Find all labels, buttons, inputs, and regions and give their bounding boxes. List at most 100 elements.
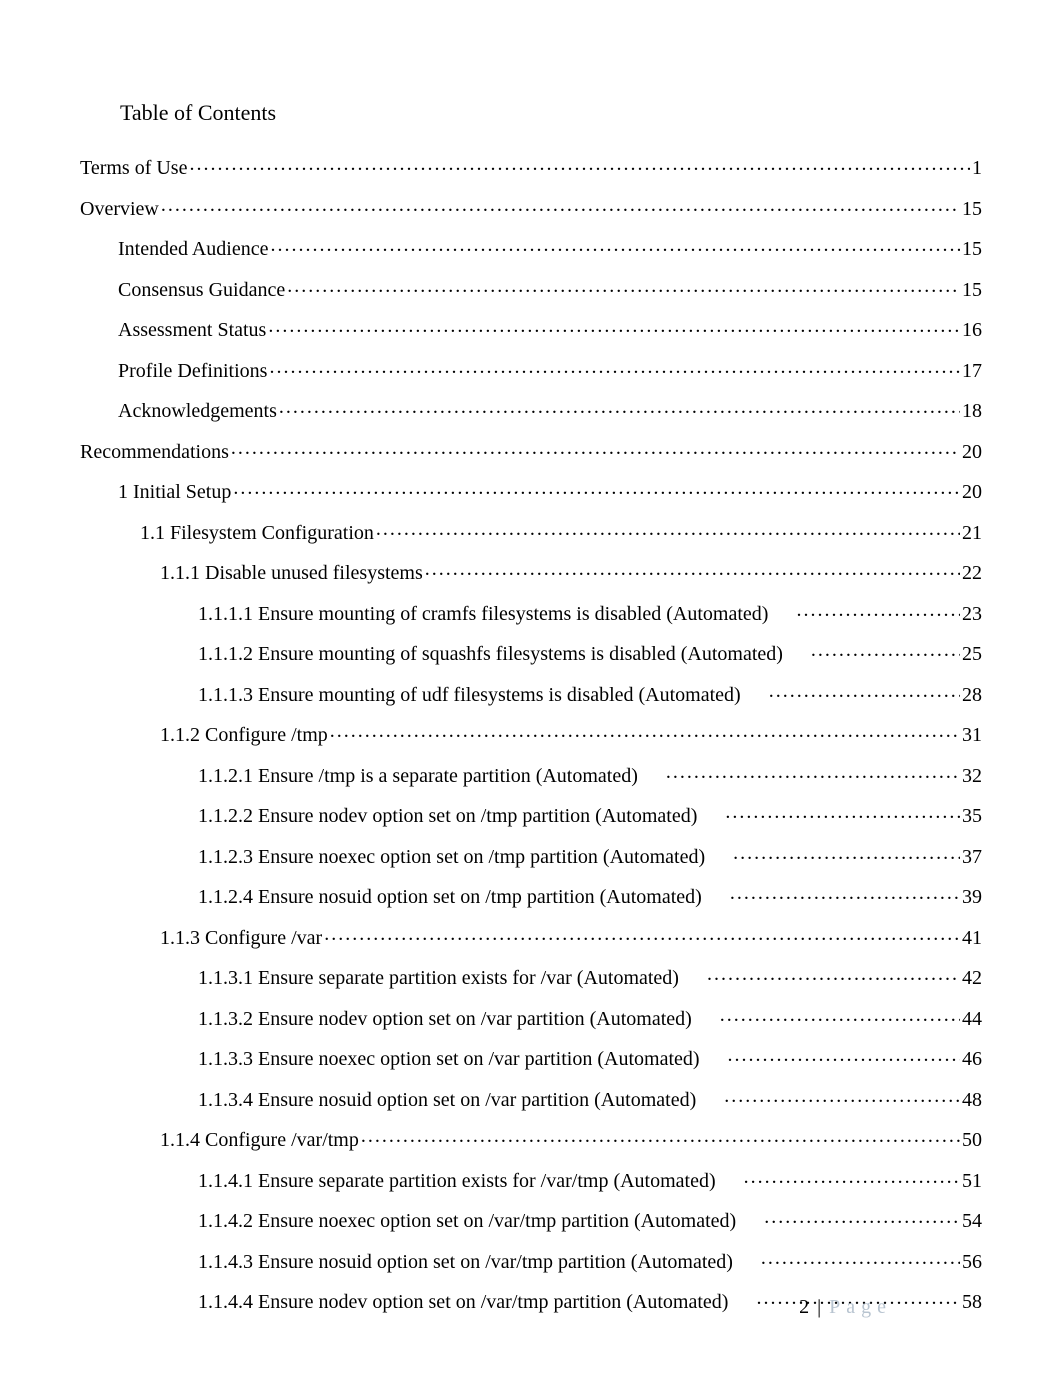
toc-entry: Profile Definitions 17	[80, 357, 982, 381]
toc-entry-label: 1.1.3.1 Ensure separate partition exists…	[198, 968, 679, 988]
toc-entry-page: 41	[962, 928, 982, 948]
toc-leader-dots	[376, 519, 960, 539]
page: Table of Contents Terms of Use 1 Overview1…	[0, 0, 1062, 1377]
toc-leader-dots	[330, 721, 960, 741]
toc-entry: 1.1.1.2 Ensure mounting of squashfs file…	[80, 640, 982, 664]
toc-entry-label: 1.1.3.2 Ensure nodev option set on /var …	[198, 1009, 692, 1029]
toc-entry: 1.1.1.1 Ensure mounting of cramfs filesy…	[80, 600, 982, 624]
toc-entry-label: 1.1.4.2 Ensure noexec option set on /var…	[198, 1211, 736, 1231]
toc-leader-dots	[189, 154, 970, 174]
toc-entry-page: 50	[962, 1130, 982, 1150]
toc-entry: 1.1.4.1 Ensure separate partition exists…	[80, 1167, 982, 1191]
footer-page-number: 2	[799, 1296, 809, 1318]
toc-leader-dots	[425, 559, 960, 579]
toc-entry-label: Acknowledgements	[118, 401, 277, 421]
footer-separator: |	[814, 1296, 824, 1318]
toc-entry-page: 20	[962, 482, 982, 502]
toc-entry-label: 1.1.4 Configure /var/tmp	[160, 1130, 359, 1150]
toc-leader-dots	[324, 924, 960, 944]
toc-leader-dots	[764, 1207, 960, 1227]
toc-leader-dots	[811, 640, 960, 660]
toc-entry-label: 1.1.2.4 Ensure nosuid option set on /tmp…	[198, 887, 702, 907]
toc-leader-dots	[161, 195, 960, 215]
toc-entry: 1 Initial Setup 20	[80, 478, 982, 502]
toc-entry-label: 1.1.4.3 Ensure nosuid option set on /var…	[198, 1252, 733, 1272]
toc-entry: Overview15	[80, 195, 982, 219]
toc-entry-page: 48	[962, 1090, 982, 1110]
toc-entry: 1.1.3 Configure /var41	[80, 924, 982, 948]
toc-entry-page: 42	[962, 968, 982, 988]
toc-entry-page: 15	[962, 199, 982, 219]
toc-entry-page: 37	[962, 847, 982, 867]
toc-entry-page: 44	[962, 1009, 982, 1029]
toc-entry-label: 1.1.3.3 Ensure noexec option set on /var…	[198, 1049, 700, 1069]
toc-leader-dots	[707, 964, 960, 984]
toc-entry: 1.1.2 Configure /tmp31	[80, 721, 982, 745]
toc-entry: 1.1.1 Disable unused filesystems 22	[80, 559, 982, 583]
toc-leader-dots	[361, 1126, 960, 1146]
toc-entry-label: 1.1.2.3 Ensure noexec option set on /tmp…	[198, 847, 705, 867]
toc-entry-page: 20	[962, 442, 982, 462]
toc-heading: Table of Contents	[80, 100, 982, 126]
toc-entry-page: 35	[962, 806, 982, 826]
toc-entry-page: 17	[962, 361, 982, 381]
toc-entry: Recommendations20	[80, 438, 982, 462]
toc-leader-dots	[730, 883, 960, 903]
toc-entry-label: 1 Initial Setup	[118, 482, 231, 502]
toc-entry: 1.1.4 Configure /var/tmp 50	[80, 1126, 982, 1150]
toc-entry-page: 32	[962, 766, 982, 786]
toc-entry: 1.1 Filesystem Configuration 21	[80, 519, 982, 543]
toc-leader-dots	[725, 802, 960, 822]
toc-entry: Intended Audience15	[80, 235, 982, 259]
toc-leader-dots	[271, 235, 961, 255]
toc-entry: Terms of Use 1	[80, 154, 982, 178]
toc-entry: Consensus Guidance 15	[80, 276, 982, 300]
toc-entry-label: Terms of Use	[80, 158, 187, 178]
toc-entry-label: 1.1.2.2 Ensure nodev option set on /tmp …	[198, 806, 697, 826]
toc-entry: 1.1.2.2 Ensure nodev option set on /tmp …	[80, 802, 982, 826]
toc-entry-page: 25	[962, 644, 982, 664]
toc-leader-dots	[269, 357, 960, 377]
toc-entry: 1.1.2.1 Ensure /tmp is a separate partit…	[80, 762, 982, 786]
footer-page-word: Page	[829, 1296, 892, 1318]
toc-entry-page: 21	[962, 523, 982, 543]
toc-leader-dots	[724, 1086, 960, 1106]
toc-entry: 1.1.2.4 Ensure nosuid option set on /tmp…	[80, 883, 982, 907]
toc-leader-dots	[233, 478, 960, 498]
toc-leader-dots	[761, 1248, 960, 1268]
toc-leader-dots	[744, 1167, 960, 1187]
toc-entry-page: 15	[962, 239, 982, 259]
toc-entry-page: 16	[962, 320, 982, 340]
toc-entry-label: 1.1.4.1 Ensure separate partition exists…	[198, 1171, 716, 1191]
toc-entry-label: Profile Definitions	[118, 361, 267, 381]
toc-entry-label: Assessment Status	[118, 320, 266, 340]
toc-leader-dots	[666, 762, 960, 782]
toc-leader-dots	[287, 276, 960, 296]
toc-entry-page: 51	[962, 1171, 982, 1191]
toc-entry-page: 58	[962, 1292, 982, 1312]
toc-entry: 1.1.2.3 Ensure noexec option set on /tmp…	[80, 843, 982, 867]
toc-leader-dots	[796, 600, 960, 620]
toc-leader-dots	[268, 316, 960, 336]
toc-entry: 1.1.4.2 Ensure noexec option set on /var…	[80, 1207, 982, 1231]
toc-entry-label: 1.1.2.1 Ensure /tmp is a separate partit…	[198, 766, 638, 786]
toc-entry: 1.1.3.1 Ensure separate partition exists…	[80, 964, 982, 988]
toc-entry-label: Consensus Guidance	[118, 280, 285, 300]
toc-leader-dots	[733, 843, 960, 863]
toc-entry-label: 1.1 Filesystem Configuration	[140, 523, 374, 543]
toc-entry-page: 15	[962, 280, 982, 300]
toc-entry-page: 46	[962, 1049, 982, 1069]
toc-leader-dots	[231, 438, 960, 458]
toc-entry-page: 23	[962, 604, 982, 624]
toc-entry-page: 54	[962, 1211, 982, 1231]
toc-entry-page: 22	[962, 563, 982, 583]
toc-entry-page: 1	[972, 158, 982, 178]
toc-leader-dots	[769, 681, 960, 701]
toc-entry-label: 1.1.1.3 Ensure mounting of udf filesyste…	[198, 685, 741, 705]
toc-entry-page: 28	[962, 685, 982, 705]
toc-leader-dots	[728, 1045, 960, 1065]
toc-entry-label: 1.1.1 Disable unused filesystems	[160, 563, 423, 583]
toc-entry: Acknowledgements 18	[80, 397, 982, 421]
toc-entry: Assessment Status 16	[80, 316, 982, 340]
toc-entry-page: 18	[962, 401, 982, 421]
